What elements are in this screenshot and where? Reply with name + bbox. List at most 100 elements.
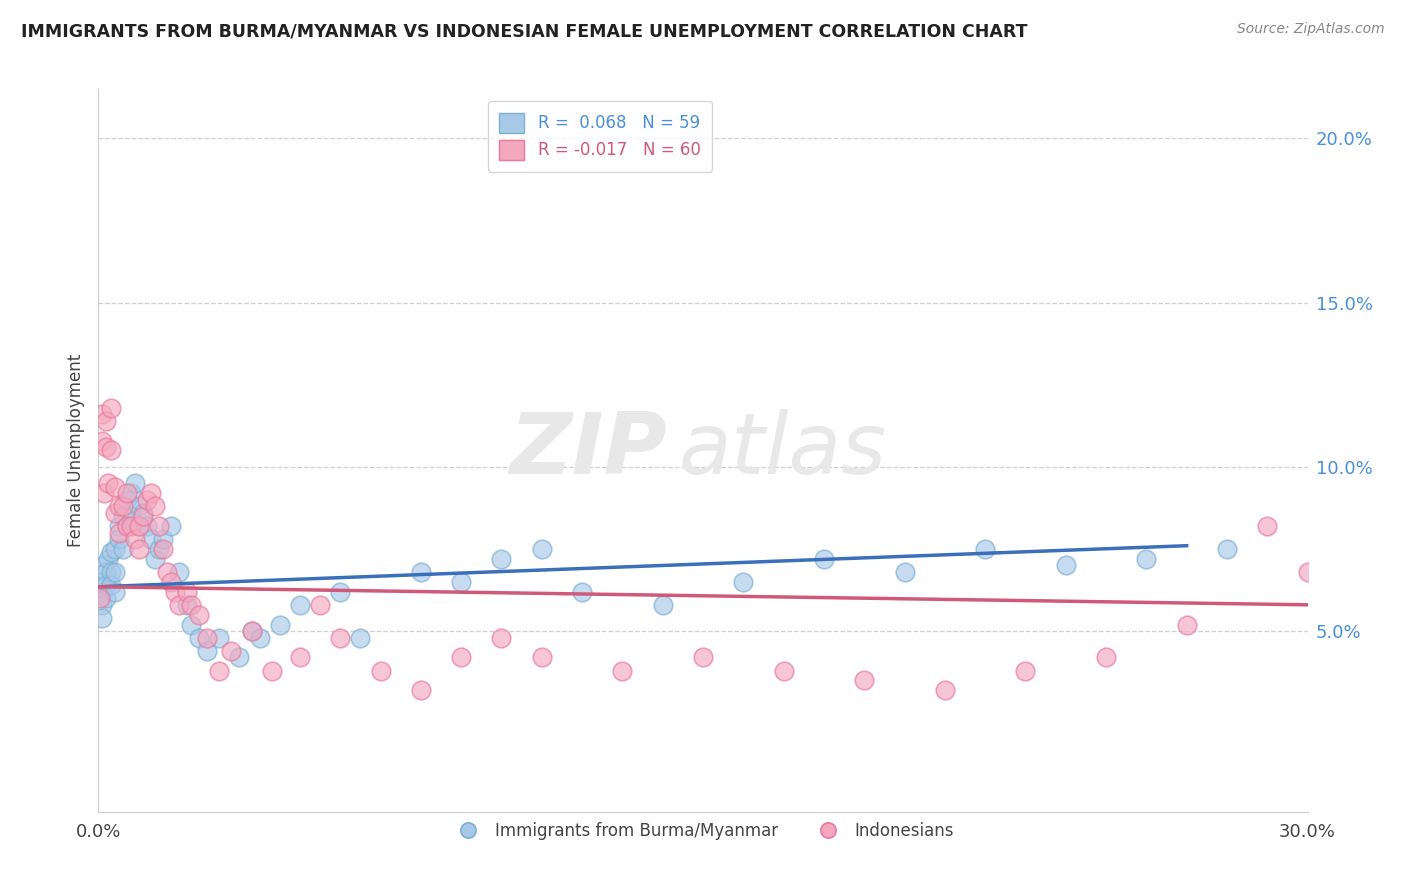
Point [329, 584, 352, 599]
Point [370, 664, 392, 678]
Point [188, 607, 211, 622]
Point [132, 506, 155, 520]
Point [893, 565, 915, 579]
Point [93, 486, 115, 500]
Point [167, 565, 190, 579]
Point [160, 519, 183, 533]
Point [450, 574, 472, 589]
Point [103, 541, 125, 556]
Point [156, 565, 179, 579]
Point [139, 486, 162, 500]
Point [409, 683, 432, 698]
Point [180, 598, 202, 612]
Point [692, 650, 714, 665]
Point [139, 532, 162, 546]
Point [269, 617, 291, 632]
Point [188, 631, 211, 645]
Text: atlas: atlas [679, 409, 887, 492]
Point [103, 506, 125, 520]
Point [96, 565, 118, 579]
Point [100, 565, 122, 579]
Point [176, 598, 198, 612]
Point [107, 525, 129, 540]
Point [103, 480, 125, 494]
Point [491, 551, 513, 566]
Text: Source: ZipAtlas.com: Source: ZipAtlas.com [1237, 22, 1385, 37]
Point [128, 519, 150, 533]
Point [96, 440, 118, 454]
Point [128, 519, 150, 533]
Point [124, 532, 146, 546]
Point [195, 644, 218, 658]
Point [132, 509, 155, 524]
Point [450, 650, 472, 665]
Point [115, 486, 138, 500]
Legend: Immigrants from Burma/Myanmar, Indonesians: Immigrants from Burma/Myanmar, Indonesia… [446, 815, 960, 847]
Point [934, 683, 956, 698]
Point [733, 574, 755, 589]
Point [135, 492, 157, 507]
Point [111, 541, 134, 556]
Point [120, 486, 142, 500]
Point [1095, 650, 1118, 665]
Point [249, 631, 271, 645]
Y-axis label: Female Unemployment: Female Unemployment [66, 354, 84, 547]
Point [221, 644, 243, 658]
Point [91, 434, 114, 448]
Point [100, 443, 122, 458]
Point [91, 584, 114, 599]
Point [571, 584, 593, 599]
Point [1256, 519, 1278, 533]
Point [195, 631, 218, 645]
Point [120, 509, 142, 524]
Point [124, 476, 146, 491]
Point [96, 578, 118, 592]
Point [163, 584, 186, 599]
Point [107, 519, 129, 533]
Point [96, 414, 118, 428]
Point [1296, 565, 1319, 579]
Point [160, 574, 183, 589]
Point [111, 509, 134, 524]
Point [176, 584, 198, 599]
Point [530, 541, 553, 556]
Point [1337, 607, 1360, 622]
Point [1054, 558, 1077, 573]
Point [152, 541, 174, 556]
Point [103, 584, 125, 599]
Point [115, 519, 138, 533]
Point [91, 407, 114, 421]
Text: IMMIGRANTS FROM BURMA/MYANMAR VS INDONESIAN FEMALE UNEMPLOYMENT CORRELATION CHAR: IMMIGRANTS FROM BURMA/MYANMAR VS INDONES… [21, 22, 1028, 40]
Point [651, 598, 673, 612]
Point [1216, 541, 1239, 556]
Point [107, 500, 129, 514]
Point [135, 519, 157, 533]
Point [260, 664, 283, 678]
Point [115, 519, 138, 533]
Point [612, 664, 634, 678]
Point [148, 541, 170, 556]
Point [240, 624, 263, 639]
Point [349, 631, 371, 645]
Point [89, 574, 111, 589]
Point [100, 401, 122, 415]
Point [93, 558, 115, 573]
Point [1135, 551, 1157, 566]
Point [89, 591, 111, 606]
Point [329, 631, 352, 645]
Point [208, 631, 231, 645]
Point [772, 664, 794, 678]
Point [167, 598, 190, 612]
Point [96, 591, 118, 606]
Point [103, 565, 125, 579]
Point [208, 664, 231, 678]
Text: ZIP: ZIP [509, 409, 666, 492]
Point [128, 500, 150, 514]
Point [309, 598, 332, 612]
Point [813, 551, 835, 566]
Point [100, 545, 122, 559]
Point [228, 650, 250, 665]
Point [91, 611, 114, 625]
Point [143, 551, 166, 566]
Point [97, 551, 120, 566]
